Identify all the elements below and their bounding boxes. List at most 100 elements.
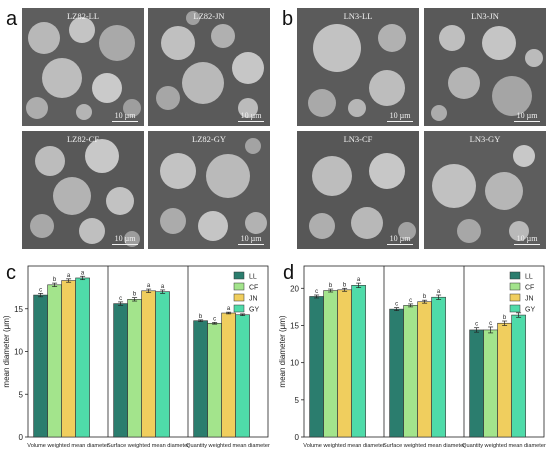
bar-gy bbox=[431, 296, 446, 438]
significance-letter: b bbox=[329, 283, 333, 289]
sem-image-lz82-gy: LZ82-GY 10 µm bbox=[148, 131, 270, 249]
bar-cf bbox=[47, 284, 62, 438]
sem-image-ln3-cf: LN3-CF 10 µm bbox=[297, 131, 419, 249]
x-category-label: Volume weighted mean diameter bbox=[27, 443, 109, 449]
bar-ll bbox=[309, 296, 324, 438]
particle-micrograph bbox=[424, 131, 546, 249]
legend-label: CF bbox=[249, 285, 258, 292]
y-axis-label: mean diameter (μm) bbox=[2, 315, 11, 388]
bar-jn bbox=[337, 289, 352, 438]
sem-label: LZ82-JN bbox=[193, 11, 225, 21]
legend-swatch-jn bbox=[509, 293, 521, 302]
sem-image-ln3-gy: LN3-GY 10 µm bbox=[424, 131, 546, 249]
bar-jn bbox=[221, 312, 236, 438]
sem-image-ln3-ll: LN3-LL 10 µm bbox=[297, 8, 419, 126]
bar-gy bbox=[235, 314, 250, 438]
y-tick-label: 10 bbox=[290, 359, 299, 368]
legend-label: JN bbox=[249, 296, 258, 303]
significance-letter: c bbox=[475, 322, 478, 328]
sem-label: LN3-GY bbox=[469, 134, 501, 144]
x-category-label: Surface weighted mean diameter bbox=[383, 443, 465, 449]
y-tick-label: 0 bbox=[295, 433, 300, 442]
scale-text: 10 µm bbox=[240, 111, 262, 120]
particle-micrograph bbox=[22, 8, 144, 126]
sem-label: LZ82-GY bbox=[192, 134, 226, 144]
particle-micrograph bbox=[148, 8, 270, 126]
bar-cf bbox=[127, 299, 142, 438]
significance-letter: b bbox=[199, 314, 203, 320]
legend-label: JN bbox=[525, 296, 534, 303]
y-tick-label: 5 bbox=[295, 396, 300, 405]
bar-ll bbox=[389, 308, 404, 438]
y-tick-label: 0 bbox=[19, 433, 24, 442]
legend-swatch-ll bbox=[509, 271, 521, 280]
significance-letter: a bbox=[67, 273, 71, 279]
legend-label: LL bbox=[525, 274, 533, 281]
scale-text: 10 µm bbox=[114, 111, 136, 120]
particle-micrograph bbox=[148, 131, 270, 249]
significance-letter: b bbox=[53, 277, 57, 283]
scale-text: 10 µm bbox=[516, 111, 538, 120]
bar-jn bbox=[417, 301, 432, 438]
bar-gy bbox=[75, 277, 90, 438]
legend-swatch-jn bbox=[233, 293, 245, 302]
scale-bar: 10 µm bbox=[112, 111, 138, 122]
legend-label: GY bbox=[249, 307, 259, 314]
legend-swatch-cf bbox=[509, 282, 521, 291]
bar-gy bbox=[155, 291, 170, 438]
sem-image-ln3-jn: LN3-JN 10 µm bbox=[424, 8, 546, 126]
significance-letter: a bbox=[437, 289, 441, 295]
sem-image-lz82-ll: LZ82-LL 10 µm bbox=[22, 8, 144, 126]
bar-cf bbox=[403, 305, 418, 438]
significance-letter: c bbox=[39, 287, 42, 293]
legend-label: GY bbox=[525, 307, 535, 314]
y-tick-label: 5 bbox=[19, 390, 24, 399]
significance-letter: a bbox=[81, 270, 85, 276]
scale-bar: 10 µm bbox=[238, 234, 264, 245]
y-tick-label: 15 bbox=[290, 321, 299, 330]
y-axis-label: mean diameter (μm) bbox=[278, 315, 287, 388]
scale-bar: 10 µm bbox=[238, 111, 264, 122]
scale-text: 10 µm bbox=[240, 234, 262, 243]
x-category-label: Surface weighted mean diameter bbox=[107, 443, 189, 449]
particle-micrograph bbox=[424, 8, 546, 126]
scale-bar: 10 µm bbox=[387, 111, 413, 122]
scale-bar: 10 µm bbox=[112, 234, 138, 245]
scale-text: 10 µm bbox=[389, 111, 411, 120]
scale-text: 10 µm bbox=[516, 234, 538, 243]
bar-jn bbox=[141, 290, 156, 438]
legend-swatch-gy bbox=[233, 304, 245, 313]
bar-cf bbox=[323, 290, 338, 438]
bar-ll bbox=[33, 294, 48, 438]
legend-swatch-ll bbox=[233, 271, 245, 280]
sem-label: LN3-CF bbox=[343, 134, 373, 144]
panel-letter-d: d bbox=[283, 262, 295, 284]
significance-letter: c bbox=[395, 302, 398, 308]
significance-letter: c bbox=[315, 289, 318, 295]
scale-bar: 10 µm bbox=[514, 111, 540, 122]
scale-text: 10 µm bbox=[389, 234, 411, 243]
significance-letter: a bbox=[227, 306, 231, 312]
scale-bar: 10 µm bbox=[387, 234, 413, 245]
legend-label: LL bbox=[249, 274, 257, 281]
bar-jn bbox=[61, 280, 76, 438]
bar-gy bbox=[351, 285, 366, 438]
significance-letter: c bbox=[213, 316, 216, 322]
sem-label: LN3-LL bbox=[343, 11, 373, 21]
x-category-label: Quantity weighted mean diameter bbox=[462, 443, 546, 449]
y-tick-label: 10 bbox=[14, 348, 23, 357]
legend-swatch-gy bbox=[509, 304, 521, 313]
scale-text: 10 µm bbox=[114, 234, 136, 243]
y-tick-label: 15 bbox=[14, 305, 23, 314]
significance-letter: b bbox=[343, 282, 347, 288]
significance-letter: c bbox=[409, 298, 412, 304]
sem-image-lz82-jn: LZ82-JN 10 µm bbox=[148, 8, 270, 126]
scale-bar: 10 µm bbox=[514, 234, 540, 245]
particle-micrograph bbox=[297, 131, 419, 249]
bar-gy bbox=[511, 314, 526, 438]
bar-ll bbox=[193, 320, 208, 438]
legend-label: CF bbox=[525, 285, 534, 292]
sem-label: LN3-JN bbox=[471, 11, 499, 21]
bar-cf bbox=[483, 329, 498, 438]
